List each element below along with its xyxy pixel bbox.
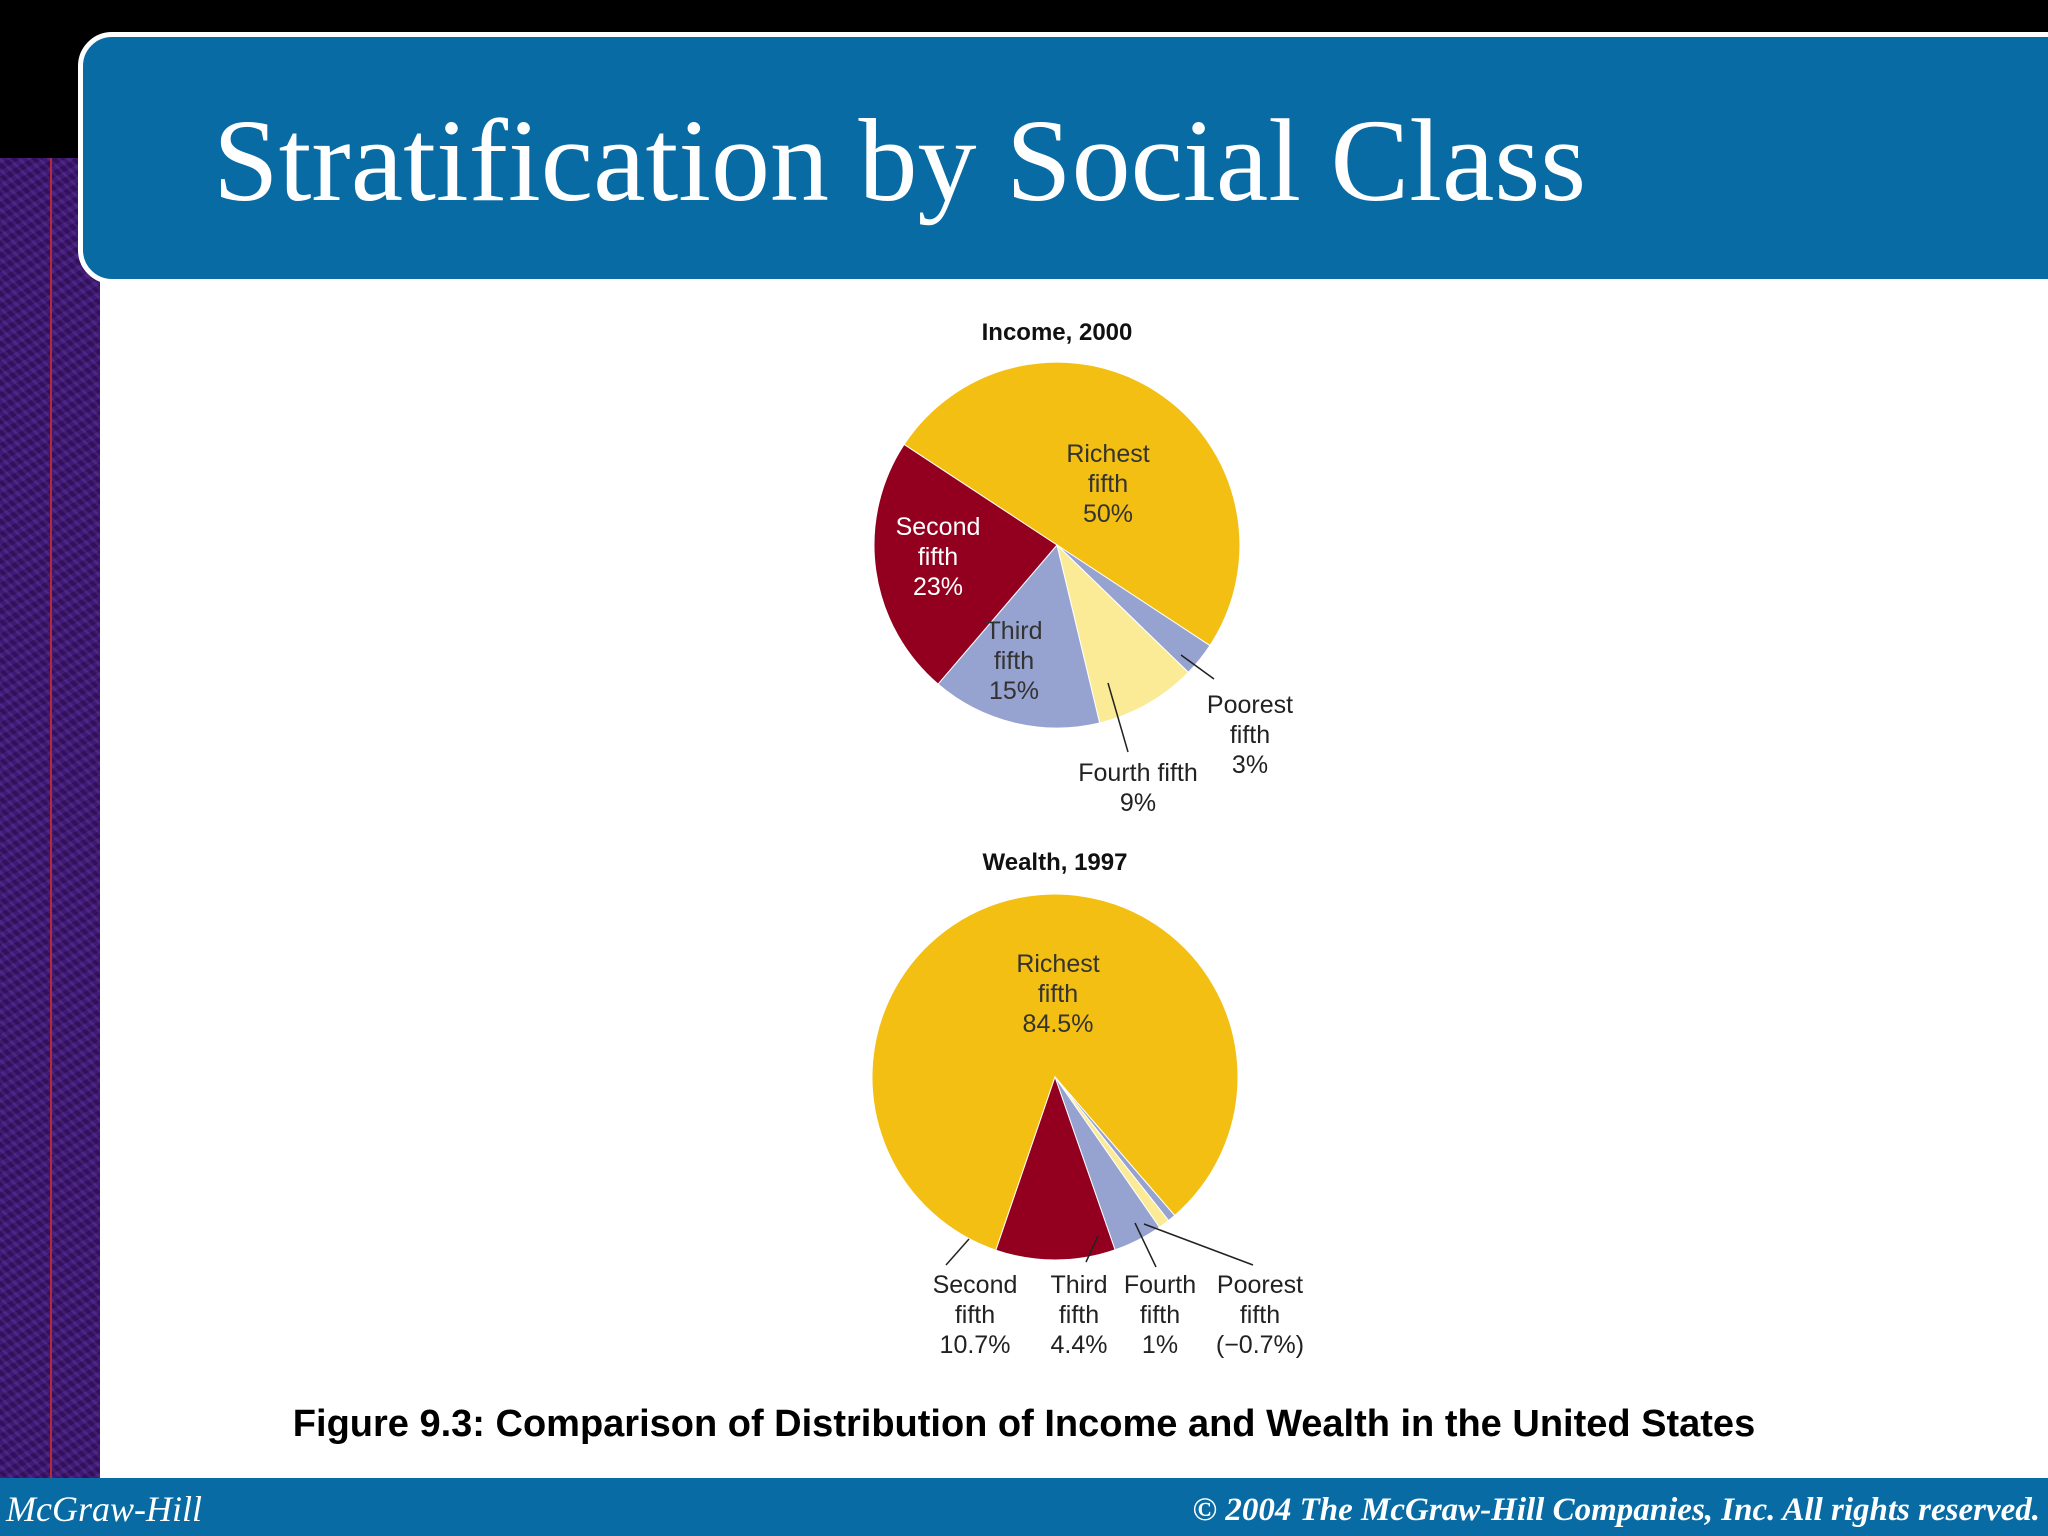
publisher-name: McGraw-Hill: [6, 1489, 202, 1529]
pie-slice-fourth: [1056, 543, 1190, 724]
leader-line: [1143, 1223, 1254, 1266]
slice-label-third: Third fifth 4.4%: [1051, 1271, 1108, 1359]
pie-slice-second: [873, 443, 1058, 685]
leader-line: [1134, 1222, 1157, 1268]
leader-line: [945, 1238, 970, 1266]
slice-label-richest: Richest fifth 84.5%: [1016, 950, 1099, 1038]
slice-label-fourth: Fourth fifth 9%: [1078, 759, 1198, 817]
pie-chart-1: Wealth, 1997 Richest fifth 84.5% Poorest fift…: [871, 849, 1304, 1359]
slice-label-third: Third fifth 15%: [986, 617, 1043, 705]
slide-title: Stratification by Social Class: [213, 95, 1587, 226]
pie-slice-richest: [903, 362, 1241, 647]
leader-line: [1085, 1235, 1099, 1263]
slice-label-poorest: Poorest fifth 3%: [1207, 691, 1293, 779]
pie-slice-third: [937, 543, 1101, 729]
slice-label-second: Second fifth 23%: [896, 513, 981, 601]
slice-label-poorest: Poorest fifth (−0.7%): [1216, 1271, 1304, 1359]
leader-line: [1180, 654, 1215, 680]
figure-caption: Figure 9.3: Comparison of Distribution o…: [292, 1403, 1756, 1445]
chart-title: Wealth, 1997: [983, 849, 1128, 876]
leader-line: [1107, 682, 1129, 753]
copyright-notice: © 2004 The McGraw-Hill Companies, Inc. A…: [1192, 1492, 2040, 1528]
pie-chart-0: Income, 2000 Richest fifth 50% Poorest fifth 3…: [873, 319, 1293, 817]
slice-label-second: Second fifth 10.7%: [933, 1271, 1018, 1359]
footer-bar: McGraw-Hill © 2004 The McGraw-Hill Compa…: [0, 1478, 2048, 1536]
pie-slice-richest: [871, 893, 1239, 1251]
slice-label-richest: Richest fifth 50%: [1066, 440, 1149, 528]
chart-title: Income, 2000: [982, 319, 1133, 346]
decorative-border-line: [50, 158, 52, 1488]
title-bar: Stratification by Social Class: [78, 32, 2048, 284]
slice-label-fourth: Fourth fifth 1%: [1124, 1271, 1196, 1359]
pie-slice-second: [995, 1075, 1116, 1261]
